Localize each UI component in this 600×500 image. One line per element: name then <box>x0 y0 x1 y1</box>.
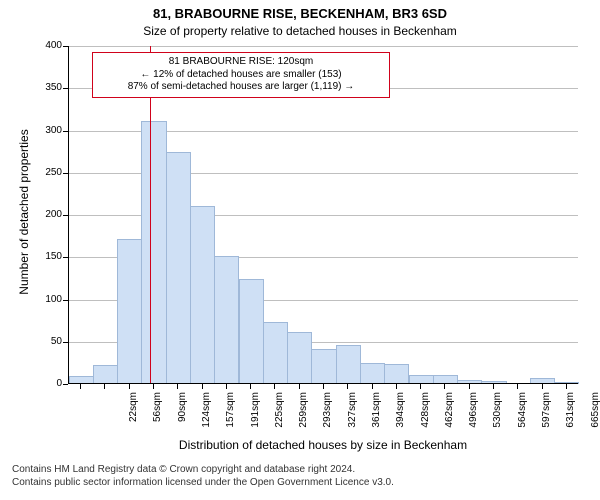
histogram-bar <box>141 121 166 384</box>
y-tick-label: 50 <box>22 336 62 347</box>
x-tick-mark <box>202 384 203 389</box>
x-tick-mark <box>420 384 421 389</box>
x-tick-label: 597sqm <box>541 392 552 442</box>
x-tick-label: 394sqm <box>395 392 406 442</box>
annotation-box: 81 BRABOURNE RISE: 120sqm ← 12% of detac… <box>92 52 390 98</box>
x-tick-label: 56sqm <box>152 392 163 442</box>
x-tick-label: 90sqm <box>177 392 188 442</box>
x-tick-mark <box>347 384 348 389</box>
x-tick-label: 631sqm <box>565 392 576 442</box>
histogram-bar <box>360 363 385 384</box>
x-tick-label: 530sqm <box>492 392 503 442</box>
x-tick-mark <box>542 384 543 389</box>
chart-title-sub: Size of property relative to detached ho… <box>0 24 600 38</box>
x-tick-mark <box>444 384 445 389</box>
chart-container: 81, BRABOURNE RISE, BECKENHAM, BR3 6SD S… <box>0 0 600 500</box>
x-tick-label: 327sqm <box>347 392 358 442</box>
y-tick-label: 200 <box>22 209 62 220</box>
x-tick-label: 225sqm <box>274 392 285 442</box>
x-tick-label: 259sqm <box>298 392 309 442</box>
histogram-bar <box>384 364 409 384</box>
x-tick-mark <box>80 384 81 389</box>
histogram-bar <box>263 322 288 384</box>
y-tick-mark <box>63 88 68 89</box>
histogram-bar <box>93 365 118 384</box>
y-tick-label: 250 <box>22 167 62 178</box>
x-tick-label: 665sqm <box>590 392 600 442</box>
chart-title-main: 81, BRABOURNE RISE, BECKENHAM, BR3 6SD <box>0 6 600 21</box>
y-axis-line <box>68 46 69 384</box>
x-tick-label: 191sqm <box>250 392 261 442</box>
x-tick-label: 496sqm <box>468 392 479 442</box>
y-tick-mark <box>63 300 68 301</box>
x-tick-mark <box>323 384 324 389</box>
y-tick-label: 0 <box>22 378 62 389</box>
x-tick-label: 564sqm <box>517 392 528 442</box>
x-tick-mark <box>104 384 105 389</box>
histogram-bar <box>117 239 142 384</box>
y-tick-label: 100 <box>22 294 62 305</box>
x-tick-label: 22sqm <box>128 392 139 442</box>
x-tick-mark <box>250 384 251 389</box>
x-tick-mark <box>493 384 494 389</box>
histogram-bar <box>166 152 191 384</box>
x-tick-label: 462sqm <box>444 392 455 442</box>
x-tick-mark <box>226 384 227 389</box>
x-tick-label: 157sqm <box>225 392 236 442</box>
annotation-line-2: ← 12% of detached houses are smaller (15… <box>99 69 383 82</box>
x-tick-mark <box>274 384 275 389</box>
x-tick-mark <box>517 384 518 389</box>
x-tick-label: 293sqm <box>322 392 333 442</box>
y-tick-mark <box>63 342 68 343</box>
x-tick-label: 428sqm <box>420 392 431 442</box>
y-tick-label: 150 <box>22 251 62 262</box>
gridline <box>68 46 578 47</box>
x-tick-label: 124sqm <box>201 392 212 442</box>
histogram-bar <box>287 332 312 384</box>
y-tick-mark <box>63 131 68 132</box>
y-tick-mark <box>63 215 68 216</box>
footer-line-1: Contains HM Land Registry data © Crown c… <box>12 464 588 477</box>
y-tick-label: 400 <box>22 40 62 51</box>
histogram-bar <box>311 349 336 384</box>
x-tick-mark <box>153 384 154 389</box>
x-tick-mark <box>129 384 130 389</box>
histogram-bar <box>190 206 215 384</box>
histogram-bar <box>336 345 361 384</box>
y-tick-mark <box>63 257 68 258</box>
y-tick-mark <box>63 46 68 47</box>
x-tick-mark <box>177 384 178 389</box>
annotation-line-1: 81 BRABOURNE RISE: 120sqm <box>99 56 383 69</box>
x-tick-mark <box>469 384 470 389</box>
x-tick-mark <box>396 384 397 389</box>
x-tick-mark <box>566 384 567 389</box>
annotation-line-3: 87% of semi-detached houses are larger (… <box>99 81 383 94</box>
x-tick-mark <box>372 384 373 389</box>
y-tick-label: 300 <box>22 125 62 136</box>
y-tick-label: 350 <box>22 82 62 93</box>
y-tick-mark <box>63 384 68 385</box>
x-tick-mark <box>299 384 300 389</box>
footer-line-2: Contains public sector information licen… <box>12 477 588 490</box>
histogram-bar <box>239 279 264 384</box>
histogram-bar <box>214 256 239 384</box>
footer-attribution: Contains HM Land Registry data © Crown c… <box>12 464 588 489</box>
y-tick-mark <box>63 173 68 174</box>
x-tick-label: 361sqm <box>371 392 382 442</box>
